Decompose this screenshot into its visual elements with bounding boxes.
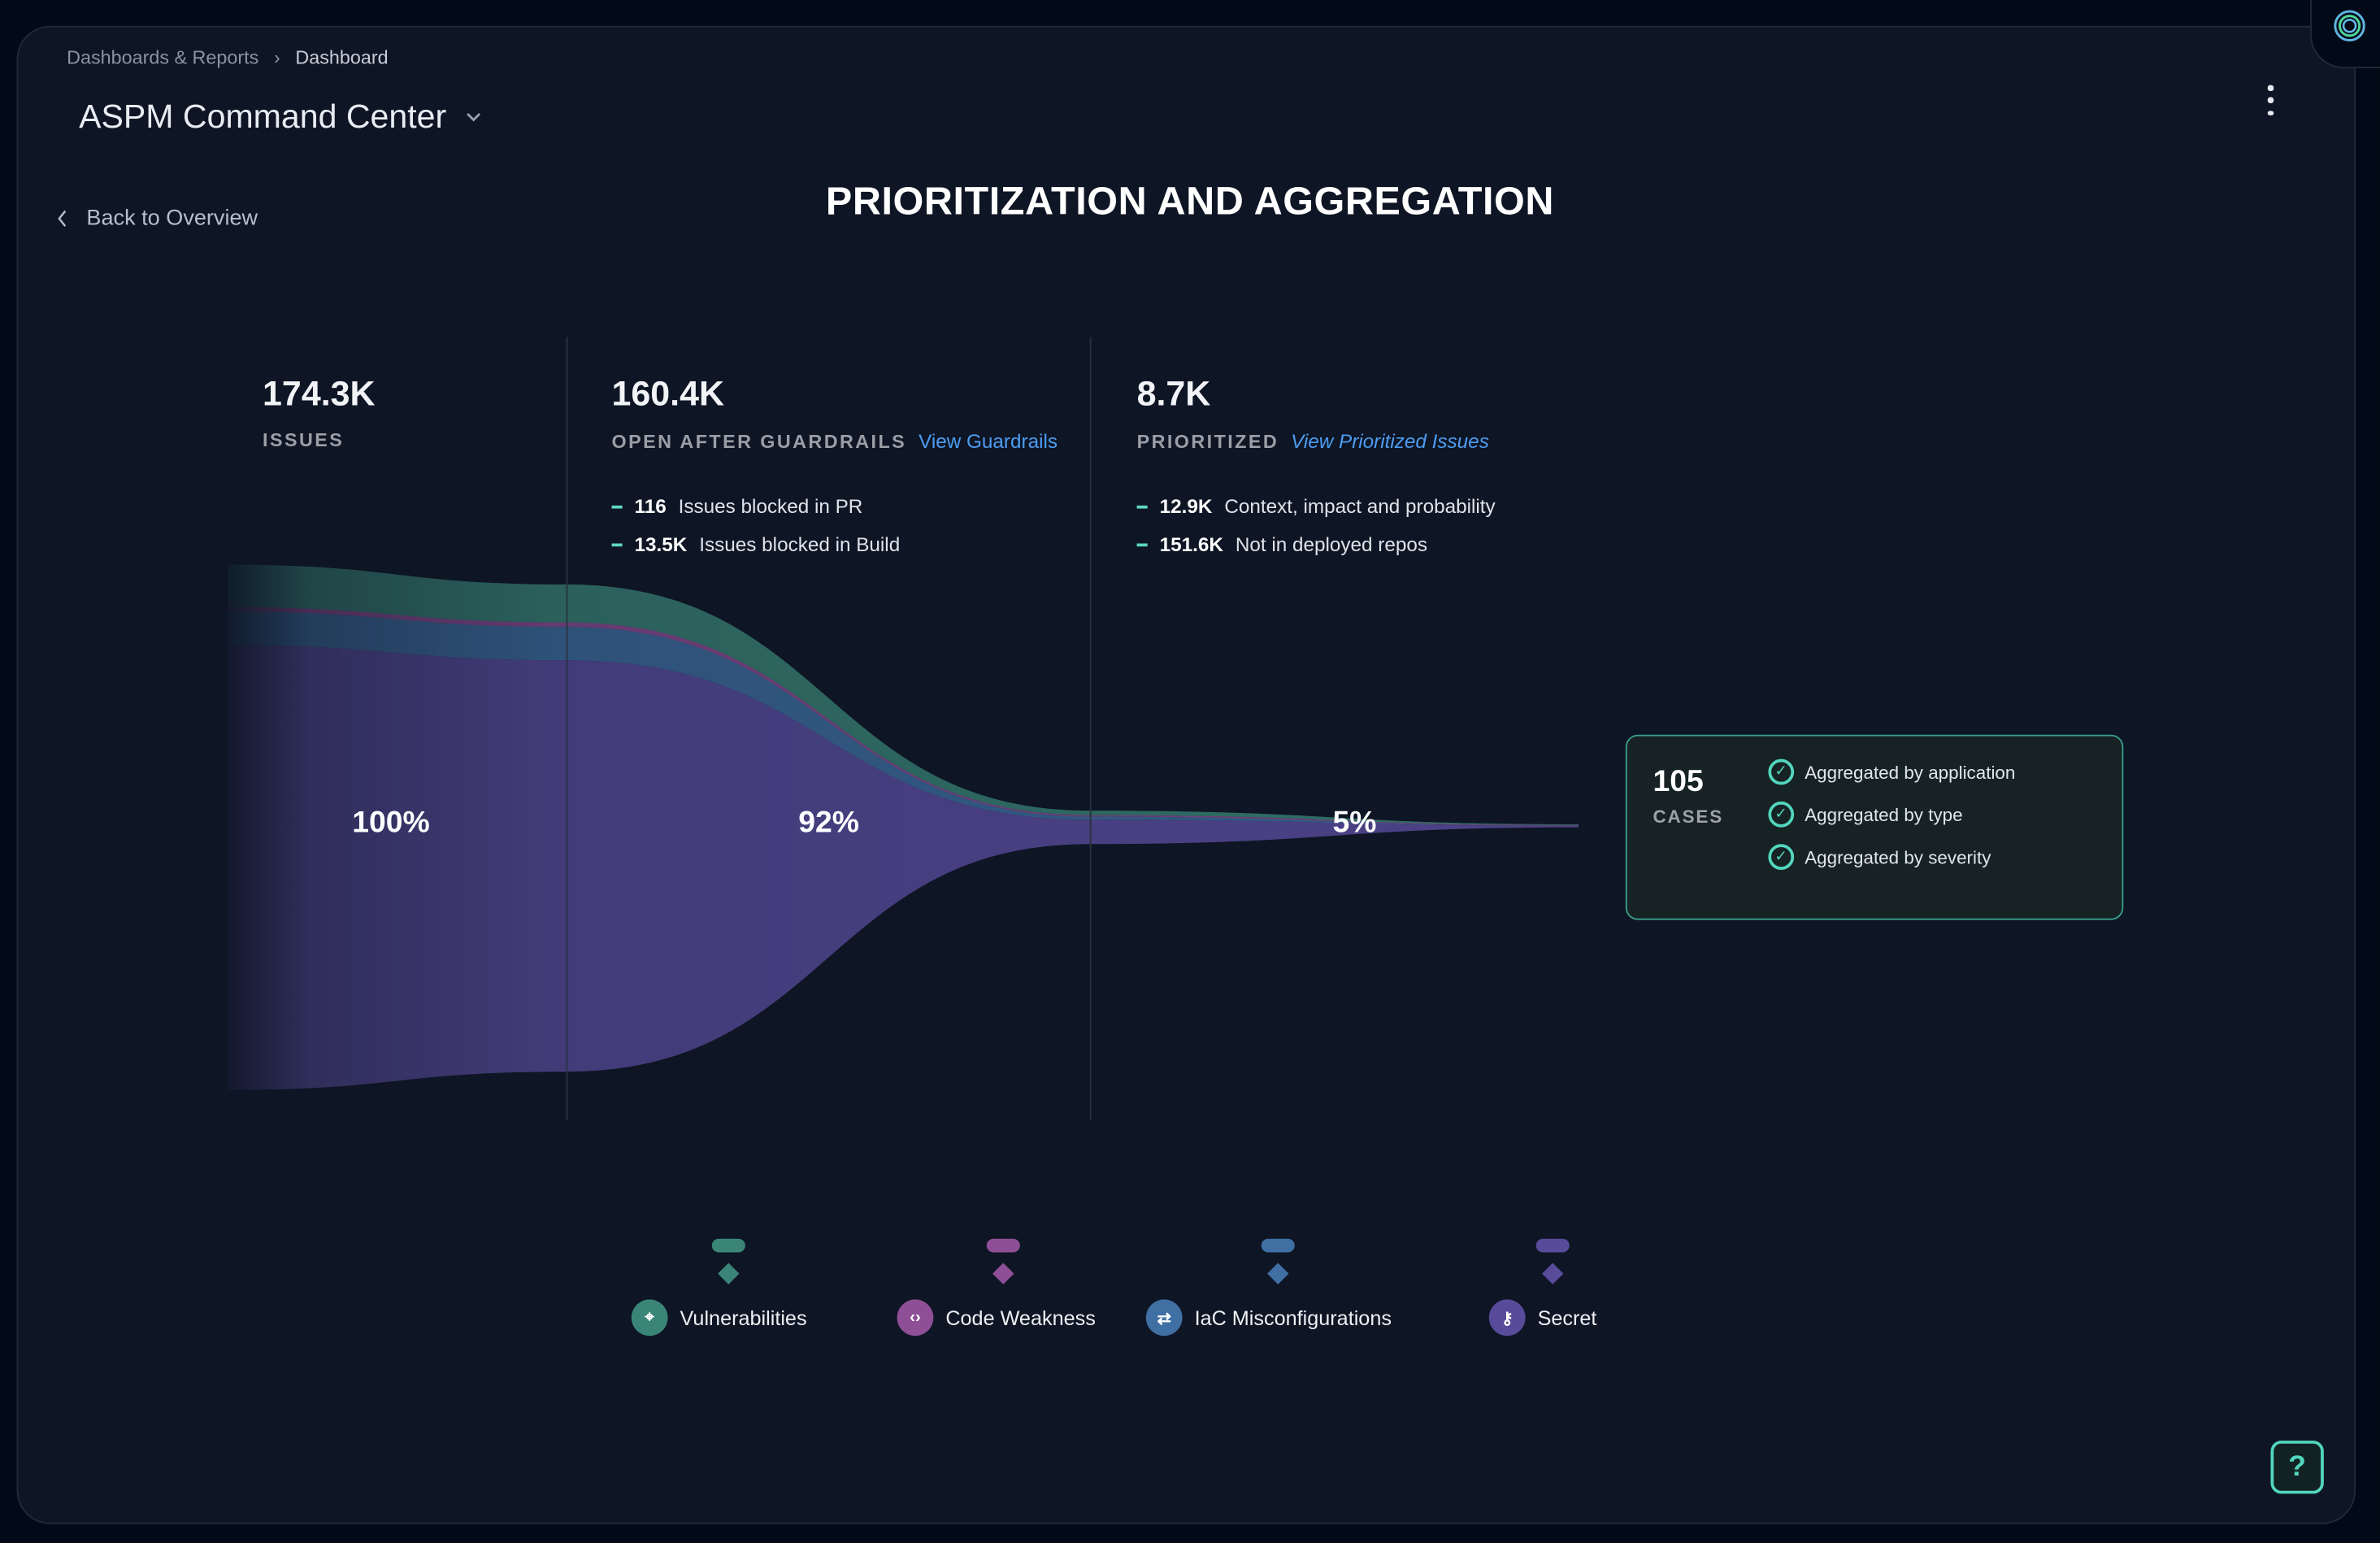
app-logo-icon[interactable]: [2333, 9, 2366, 42]
view-prioritized-issues-link[interactable]: View Prioritized Issues: [1291, 429, 1489, 453]
stage-percent: 5%: [1332, 806, 1377, 840]
detail-value: 12.9K: [1159, 494, 1213, 518]
aggregation-label: Aggregated by type: [1805, 803, 1963, 825]
detail-value: 116: [634, 494, 667, 518]
stage-value: 8.7K: [1136, 373, 1211, 413]
legend-marker: [1535, 1238, 1570, 1284]
legend-label: Vulnerabilities: [680, 1306, 807, 1329]
detail-value: 13.5K: [634, 532, 688, 556]
breadcrumb-parent[interactable]: Dashboards & Reports: [67, 46, 259, 69]
detail-item: 151.6K Not in deployed repos: [1136, 532, 1496, 556]
aggregation-label: Aggregated by application: [1805, 761, 2016, 783]
band-iac-misconfigurations: [228, 611, 1579, 826]
target-icon: ⌖: [631, 1299, 668, 1337]
stage-percent: 100%: [352, 806, 430, 840]
legend-vulnerabilities[interactable]: ⌖ Vulnerabilities: [631, 1299, 807, 1337]
chevron-right-icon: ›: [273, 46, 280, 69]
legend-label: IaC Misconfigurations: [1194, 1306, 1392, 1329]
prioritized-details: 12.9K Context, impact and probability 151…: [1136, 494, 1496, 556]
legend-iac-misconfigurations[interactable]: ⇄ IaC Misconfigurations: [1145, 1299, 1392, 1337]
view-guardrails-link[interactable]: View Guardrails: [919, 429, 1058, 453]
stage-value: 160.4K: [611, 373, 725, 413]
cases-label: CASES: [1653, 806, 1724, 828]
band-vulnerabilities: [228, 564, 1579, 825]
help-button[interactable]: ?: [2270, 1441, 2324, 1494]
aggregation-item: ✓ Aggregated by severity: [1768, 844, 2015, 870]
breadcrumb-current: Dashboard: [295, 46, 389, 69]
detail-value: 151.6K: [1159, 532, 1223, 556]
cases-count: 105: [1653, 765, 1704, 799]
stage-divider: [1089, 337, 1092, 1121]
legend-marker: [1261, 1238, 1295, 1284]
legend-secret[interactable]: ⚷ Secret: [1488, 1299, 1597, 1337]
kebab-icon[interactable]: [2257, 85, 2285, 115]
stage-issues: 174.3K ISSUES: [263, 373, 376, 450]
band-secret: [228, 645, 1579, 1090]
chevron-left-icon: [58, 210, 67, 227]
detail-item: 116 Issues blocked in PR: [611, 494, 901, 518]
aggregation-label: Aggregated by severity: [1805, 846, 1991, 868]
legend-marker: [986, 1238, 1020, 1284]
stage-prioritized: 8.7K PRIORITIZED View Prioritized Issues: [1137, 373, 1489, 452]
page-title: ASPM Command Center: [79, 97, 447, 136]
code-icon: ‹›: [897, 1299, 934, 1337]
stage-open-after-guardrails: 160.4K OPEN AFTER GUARDRAILS View Guardra…: [612, 373, 1058, 452]
back-label: Back to Overview: [86, 206, 258, 231]
legend-code-weakness[interactable]: ‹› Code Weakness: [897, 1299, 1096, 1337]
aggregation-item: ✓ Aggregated by application: [1768, 758, 2016, 785]
detail-item: 12.9K Context, impact and probability: [1136, 494, 1496, 518]
section-heading: PRIORITIZATION AND AGGREGATION: [825, 177, 1554, 224]
chevron-down-icon: [467, 113, 481, 122]
breadcrumb: Dashboards & Reports › Dashboard: [67, 47, 388, 68]
detail-text: Issues blocked in Build: [699, 532, 901, 556]
key-icon: ⚷: [1488, 1299, 1526, 1337]
legend-marker: [711, 1238, 745, 1284]
sliders-icon: ⇄: [1145, 1299, 1183, 1337]
stage-value: 174.3K: [263, 373, 376, 413]
guardrails-details: 116 Issues blocked in PR 13.5K Issues bloc…: [611, 494, 901, 556]
detail-item: 13.5K Issues blocked in Build: [611, 532, 901, 556]
dashboard-selector[interactable]: ASPM Command Center: [79, 98, 483, 137]
legend-label: Code Weakness: [945, 1306, 1096, 1329]
stage-percent: 92%: [798, 806, 859, 840]
check-circle-icon: ✓: [1768, 801, 1795, 828]
aggregation-item: ✓ Aggregated by type: [1768, 801, 2015, 828]
legend-label: Secret: [1537, 1306, 1597, 1329]
check-circle-icon: ✓: [1768, 844, 1795, 870]
stage-label: PRIORITIZED: [1136, 431, 1279, 453]
detail-text: Not in deployed repos: [1235, 532, 1428, 556]
stage-label: ISSUES: [263, 429, 345, 451]
detail-text: Context, impact and probability: [1224, 494, 1496, 518]
cases-card: 105 CASES ✓ Aggregated by application ✓ Ag…: [1625, 734, 2124, 920]
stage-label: OPEN AFTER GUARDRAILS: [611, 431, 907, 453]
back-to-overview-link[interactable]: Back to Overview: [56, 206, 258, 231]
check-circle-icon: ✓: [1768, 758, 1795, 785]
stage-divider: [566, 337, 568, 1121]
detail-text: Issues blocked in PR: [678, 494, 863, 518]
